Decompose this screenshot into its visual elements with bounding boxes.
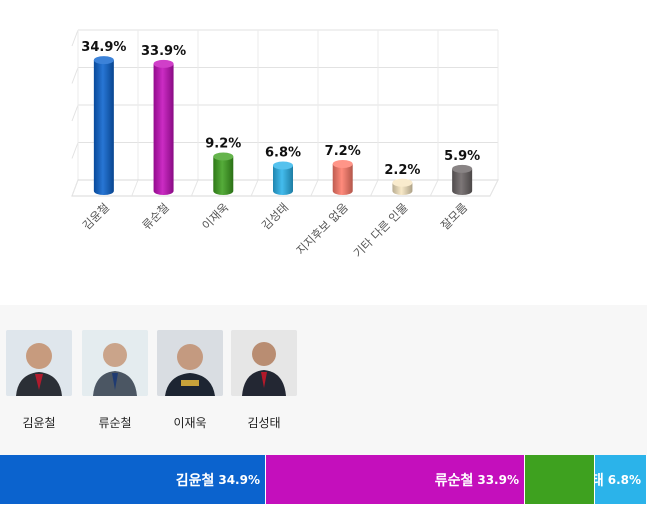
bar-top-7 (452, 164, 473, 173)
gridline (429, 179, 439, 197)
category-label-6: 기타 다른 인물 (351, 200, 411, 260)
category-label-7: 잘모름 (438, 200, 470, 232)
candidate-photo-icon (6, 330, 72, 396)
bar-3 (213, 156, 234, 195)
summary-segment-other (525, 455, 595, 504)
bar-top-5 (332, 160, 353, 168)
summary-segment-percent: 33.9% (477, 472, 519, 487)
data-label-7: 5.9% (444, 149, 480, 164)
candidate-card[interactable]: 김성태 (231, 330, 297, 431)
bar-7 (452, 168, 473, 195)
bar-top-2 (153, 59, 174, 68)
gridline (190, 179, 199, 197)
bar-1 (93, 60, 114, 195)
gridline (71, 142, 79, 159)
candidate-photo-icon (157, 330, 223, 396)
summary-segment-percent: 6.8% (607, 472, 641, 487)
data-label-5: 7.2% (325, 144, 361, 159)
candidate-name: 류순철 (98, 416, 132, 430)
bar-top-3 (213, 152, 234, 161)
category-label-3: 이재욱 (199, 200, 231, 232)
summary-segment-name: 김성태 (595, 470, 604, 490)
candidate-card[interactable]: 류순철 (82, 330, 148, 431)
gridline (71, 67, 79, 84)
gridline (71, 179, 79, 197)
candidate-name: 이재욱 (173, 416, 207, 430)
summary-segment: 류순철 33.9% (266, 455, 525, 504)
data-label-3: 9.2% (205, 137, 241, 152)
bar-4 (273, 165, 293, 195)
gridline (131, 179, 139, 197)
gridline (370, 179, 379, 197)
data-label-4: 6.8% (265, 146, 301, 161)
bar-top-1 (93, 56, 114, 65)
gridline (71, 104, 79, 122)
candidate-card[interactable]: 김윤철 (6, 330, 72, 431)
gridline (250, 179, 259, 197)
gridline (71, 29, 79, 47)
summary-segment: 김윤철 34.9% (0, 455, 266, 504)
data-label-1: 34.9% (81, 40, 126, 55)
summary-segment: 김성태6.8% (595, 455, 647, 504)
category-label-1: 김윤철 (80, 200, 112, 232)
data-label-2: 33.9% (141, 44, 186, 59)
bar-top-4 (273, 161, 293, 170)
candidate-name: 김성태 (247, 416, 281, 430)
bar-top-6 (392, 178, 413, 187)
bar-2 (153, 63, 174, 195)
candidate-photo-icon (82, 330, 148, 396)
data-label-6: 2.2% (384, 163, 420, 178)
summary-segment-name: 류순철 (434, 472, 474, 489)
candidate-name: 김윤철 (22, 416, 56, 430)
gridline (489, 179, 499, 197)
summary-segment-percent: 34.9% (218, 472, 260, 487)
summary-segment-name: 김윤철 (175, 472, 215, 489)
category-label-5: 지지후보 없음 (293, 200, 350, 257)
candidate-card[interactable]: 이재욱 (157, 330, 223, 431)
candidate-photo-icon (231, 330, 297, 396)
support-bar-chart: 34.9% 김윤철 33.9% 류순철 9.2% 이재욱 6.8% 김성태 7.2% 지지… (71, 29, 499, 260)
candidate-panel: 김윤철 류순철 이재욱 김성태 (0, 305, 647, 455)
bar-5 (332, 164, 353, 195)
category-label-2: 류순철 (139, 200, 171, 232)
gridline (310, 179, 319, 197)
category-label-4: 김성태 (259, 200, 291, 232)
